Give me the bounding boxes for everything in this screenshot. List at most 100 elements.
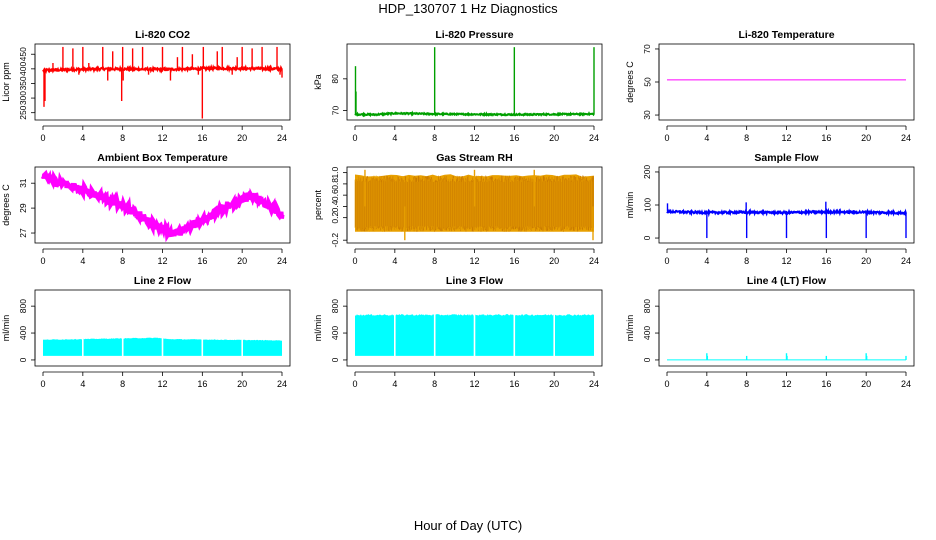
plot-frame — [346, 166, 603, 244]
band-segment — [83, 338, 122, 356]
y-tick-label: 0 — [642, 235, 652, 240]
y-tick-label: 350 — [18, 76, 28, 90]
x-tick-label: 4 — [392, 256, 397, 266]
x-tick-label: 4 — [704, 379, 709, 389]
x-tick-label: 24 — [277, 379, 287, 389]
x-tick-label: 4 — [80, 133, 85, 143]
x-tick-label: 12 — [469, 133, 479, 143]
chart-title: Li-820 CO2 — [135, 29, 190, 41]
y-tick-label: 0.2 — [330, 211, 340, 223]
y-tick-label: 0.6 — [330, 189, 340, 201]
x-tick-label: 16 — [509, 133, 519, 143]
x-tick-label: 8 — [432, 256, 437, 266]
band-segment — [555, 314, 594, 356]
chart-title: Sample Flow — [754, 152, 819, 164]
x-tick-label: 4 — [392, 379, 397, 389]
y-tick-label: 29 — [18, 203, 28, 213]
chart-panel-4: Ambient Box Temperature degrees C 0 4 8 12 16 2… — [1, 152, 291, 266]
x-tick-label: 12 — [157, 379, 167, 389]
x-tick-label: 8 — [120, 379, 125, 389]
y-tick-label: -0.2 — [330, 233, 340, 248]
y-axis-label: degrees C — [1, 184, 11, 226]
plot-frame — [34, 289, 291, 367]
y-tick-label: 400 — [18, 326, 28, 340]
x-tick-label: 20 — [549, 256, 559, 266]
y-tick-label: 800 — [18, 299, 28, 313]
y-axis-label: ml/min — [625, 192, 635, 219]
y-tick-label: 250 — [18, 105, 28, 119]
x-tick-label: 0 — [664, 133, 669, 143]
y-tick-label: 400 — [330, 326, 340, 340]
band-segment — [515, 314, 554, 356]
x-tick-label: 24 — [277, 133, 287, 143]
chart-title: Li-820 Temperature — [738, 29, 834, 41]
band-segment — [163, 338, 202, 356]
x-tick-label: 4 — [392, 133, 397, 143]
x-tick-label: 12 — [469, 256, 479, 266]
x-tick-label: 0 — [352, 379, 357, 389]
x-tick-label: 20 — [549, 379, 559, 389]
x-tick-label: 8 — [120, 133, 125, 143]
y-axis-label: ml/min — [1, 315, 11, 342]
x-tick-label: 8 — [120, 256, 125, 266]
band-segment — [475, 314, 514, 356]
y-tick-label: 1.0 — [330, 166, 340, 178]
y-tick-label: 200 — [642, 165, 652, 179]
band-segment — [243, 339, 282, 356]
plot-frame — [34, 43, 291, 121]
plot-frame — [34, 166, 291, 244]
x-tick-label: 12 — [157, 256, 167, 266]
x-tick-label: 24 — [901, 379, 911, 389]
y-tick-label: 0 — [330, 357, 340, 362]
x-tick-label: 16 — [509, 256, 519, 266]
data-series — [354, 169, 594, 241]
plot-frame — [346, 289, 603, 367]
y-tick-label: 0.4 — [330, 200, 340, 212]
x-tick-label: 0 — [352, 256, 357, 266]
data-series — [354, 47, 595, 118]
y-axis-label: ml/min — [625, 315, 635, 342]
chart-panel-9: Line 4 (LT) Flow ml/min 0 4 8 12 16 20 24 0 400 800 — [625, 275, 915, 389]
y-tick-label: 450 — [18, 47, 28, 61]
x-tick-label: 8 — [432, 133, 437, 143]
plot-frame — [346, 43, 603, 121]
y-tick-label: 70 — [330, 106, 340, 116]
x-tick-label: 0 — [40, 379, 45, 389]
data-series — [666, 201, 907, 239]
y-tick-label: 800 — [642, 299, 652, 313]
chart-panel-8: Line 3 Flow ml/min 0 4 8 12 16 20 24 0 400 800 — [313, 275, 603, 389]
chart-panel-7: Line 2 Flow ml/min 0 4 8 12 16 20 24 0 400 800 — [1, 275, 291, 389]
x-tick-label: 20 — [861, 379, 871, 389]
plot-frame — [658, 289, 915, 367]
y-axis-label: Licor ppm — [1, 62, 11, 102]
x-tick-label: 16 — [821, 379, 831, 389]
y-tick-label: 0.8 — [330, 178, 340, 190]
y-axis-label: ml/min — [313, 315, 323, 342]
band-segment — [395, 314, 434, 356]
series-line — [354, 110, 595, 118]
chart-title: Li-820 Pressure — [435, 29, 513, 41]
x-tick-label: 12 — [781, 133, 791, 143]
data-series — [43, 337, 282, 356]
chart-title: Ambient Box Temperature — [97, 152, 228, 164]
x-tick-label: 0 — [352, 133, 357, 143]
y-tick-label: 0 — [18, 357, 28, 362]
data-series — [667, 353, 907, 361]
series-line — [41, 169, 285, 243]
x-tick-label: 4 — [704, 133, 709, 143]
plot-frame — [658, 43, 915, 121]
y-tick-label: 31 — [18, 178, 28, 188]
x-tick-label: 8 — [744, 379, 749, 389]
x-tick-label: 24 — [901, 133, 911, 143]
y-tick-label: 400 — [642, 326, 652, 340]
x-tick-label: 16 — [197, 256, 207, 266]
x-tick-label: 8 — [432, 379, 437, 389]
band-segment — [43, 338, 82, 356]
chart-title: Line 3 Flow — [446, 275, 504, 287]
x-tick-label: 20 — [237, 133, 247, 143]
x-tick-label: 16 — [509, 379, 519, 389]
y-tick-label: 80 — [330, 74, 340, 84]
y-tick-label: 50 — [642, 77, 652, 87]
